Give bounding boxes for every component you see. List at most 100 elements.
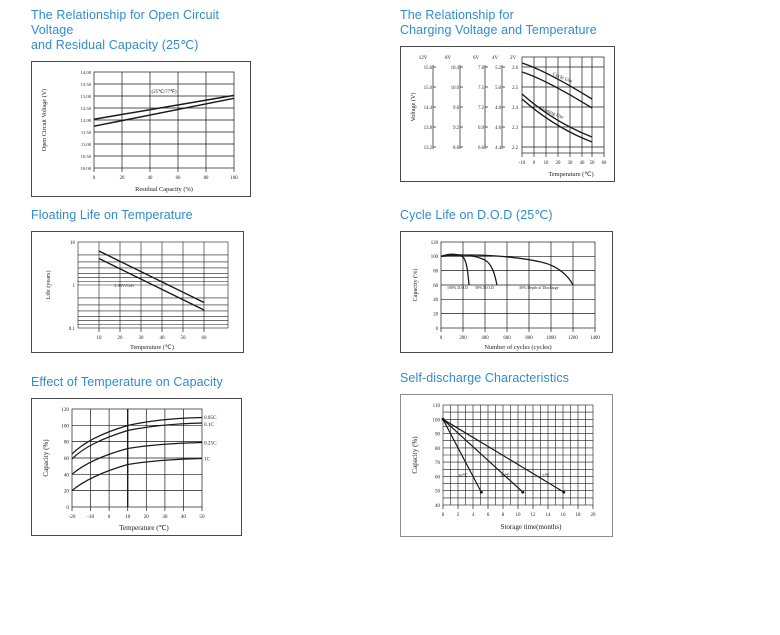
svg-text:8V: 8V — [445, 56, 452, 61]
svg-text:0: 0 — [436, 327, 439, 332]
svg-text:2.5: 2.5 — [512, 86, 519, 91]
y-tick-labels: 120 100 80 60 40 20 0 — [61, 407, 69, 511]
legend-0-1c: 0.1C — [204, 422, 214, 428]
svg-text:60: 60 — [435, 475, 441, 480]
svg-text:14.00: 14.00 — [81, 70, 92, 75]
series-band — [98, 250, 205, 311]
series-endpoints — [441, 417, 566, 494]
svg-text:12: 12 — [531, 513, 537, 518]
curve-label-30c: 30℃ — [500, 473, 509, 478]
svg-text:20: 20 — [433, 313, 438, 318]
svg-text:0: 0 — [440, 336, 443, 341]
svg-text:30: 30 — [139, 336, 145, 341]
legend-0-25c: 0.25C — [204, 441, 217, 447]
panel-effect-temperature: Effect of Temperature on Capacity — [31, 375, 271, 536]
svg-text:200: 200 — [459, 336, 467, 341]
svg-text:70: 70 — [435, 461, 441, 466]
svg-text:80: 80 — [433, 270, 438, 275]
svg-text:60: 60 — [64, 456, 70, 462]
svg-text:80: 80 — [435, 447, 441, 452]
series-curves — [521, 62, 593, 143]
svg-text:9.6: 9.6 — [453, 106, 460, 111]
svg-text:90: 90 — [435, 433, 441, 438]
y-axis-label: Open Circuit Voltage (V) — [41, 89, 48, 152]
y-axis-label: Capacity (%) — [412, 269, 419, 302]
svg-text:8: 8 — [502, 513, 505, 518]
svg-text:40: 40 — [435, 504, 441, 509]
svg-text:10.0: 10.0 — [451, 86, 460, 91]
svg-text:4.6: 4.6 — [495, 126, 502, 131]
x-tick-labels: 0 200 400 600 800 1000 1200 1400 — [440, 336, 601, 341]
x-tick-labels: 0 20 40 60 80 100 — [93, 176, 238, 181]
svg-text:6.6: 6.6 — [478, 146, 485, 151]
svg-text:4.8: 4.8 — [495, 106, 502, 111]
panel-floating-life: Floating Life on Temperature — [31, 208, 261, 353]
svg-text:20: 20 — [64, 489, 70, 495]
svg-text:10.4: 10.4 — [451, 66, 460, 71]
x-axis-label: Residual Capacity (%) — [135, 186, 193, 193]
svg-text:6: 6 — [487, 513, 490, 518]
panel-title-effect-temperature: Effect of Temperature on Capacity — [31, 375, 223, 389]
x-axis-label: Temperature (℃) — [119, 524, 169, 532]
curve-label-30-dod: 30% Depth of Discharge — [519, 285, 559, 290]
x-axis-label: Number of cycles (cycles) — [484, 344, 551, 351]
svg-text:20: 20 — [144, 514, 150, 520]
svg-text:13.2: 13.2 — [424, 146, 433, 151]
svg-text:2.6: 2.6 — [512, 66, 519, 71]
svg-text:14: 14 — [546, 513, 552, 518]
svg-text:0: 0 — [442, 513, 445, 518]
svg-text:40: 40 — [148, 176, 153, 181]
panel-title-floating-life: Floating Life on Temperature — [31, 208, 193, 222]
svg-text:100: 100 — [230, 176, 238, 181]
svg-text:80: 80 — [64, 440, 70, 446]
panel-title-charging-voltage: The Relationship for Charging Voltage an… — [400, 8, 597, 37]
svg-text:60: 60 — [176, 176, 181, 181]
svg-text:-10: -10 — [87, 514, 94, 520]
svg-text:60: 60 — [433, 284, 438, 289]
chart-floating-life: 2.30V/Cell 10 1 0.1 10 20 30 40 50 60 Temperat… — [31, 231, 244, 353]
svg-text:10.00: 10.00 — [81, 166, 92, 171]
svg-text:16: 16 — [561, 513, 567, 518]
chart-svg-open-circuit-voltage: 10.00 10.50 11.00 11.50 12.00 12.50 13.00 13… — [41, 70, 238, 193]
svg-text:12V: 12V — [419, 56, 428, 61]
svg-text:10: 10 — [125, 514, 131, 520]
svg-text:0: 0 — [108, 514, 111, 520]
y-tick-labels: 10 1 0.1 — [69, 241, 76, 332]
curve-labels: 40℃ 30℃ 5℃ — [458, 473, 549, 478]
svg-text:14.4: 14.4 — [424, 106, 433, 111]
svg-text:100: 100 — [61, 423, 69, 429]
y-axis-label: Voltage (V) — [410, 93, 417, 122]
svg-text:40: 40 — [160, 336, 166, 341]
curve-label-100-dod: 100% D.O.D — [447, 285, 468, 290]
svg-text:0: 0 — [533, 161, 536, 166]
svg-text:40: 40 — [580, 161, 585, 166]
svg-text:4: 4 — [472, 513, 475, 518]
svg-text:50: 50 — [435, 490, 441, 495]
chart-self-discharge: 40℃ 30℃ 5℃ 110 100 90 80 70 60 50 40 — [400, 394, 613, 537]
svg-text:30: 30 — [568, 161, 573, 166]
svg-text:4.4: 4.4 — [495, 146, 502, 151]
series-curves — [440, 253, 574, 286]
svg-text:-10: -10 — [519, 161, 526, 166]
panel-charging-voltage: The Relationship for Charging Voltage an… — [400, 8, 630, 182]
svg-text:8.8: 8.8 — [453, 146, 460, 151]
panel-title-cycle-life: Cycle Life on D.O.D (25℃) — [400, 208, 553, 222]
legend-1c: 1C — [204, 457, 211, 463]
svg-text:1: 1 — [73, 284, 76, 289]
svg-text:12.50: 12.50 — [81, 106, 92, 111]
svg-text:11.00: 11.00 — [81, 142, 92, 147]
svg-text:50: 50 — [199, 514, 205, 520]
svg-text:13.00: 13.00 — [81, 94, 92, 99]
svg-text:2.4: 2.4 — [512, 106, 519, 111]
svg-text:40: 40 — [64, 472, 70, 478]
svg-text:6.9: 6.9 — [478, 126, 485, 131]
svg-text:10: 10 — [544, 161, 549, 166]
scale-rails — [432, 65, 505, 149]
svg-text:800: 800 — [525, 336, 533, 341]
curve-labels: 100% D.O.D 50% D.O.D 30% Depth of Discha… — [447, 285, 559, 290]
svg-text:60: 60 — [202, 336, 208, 341]
svg-text:2V: 2V — [510, 56, 517, 61]
svg-text:7.5: 7.5 — [478, 86, 485, 91]
